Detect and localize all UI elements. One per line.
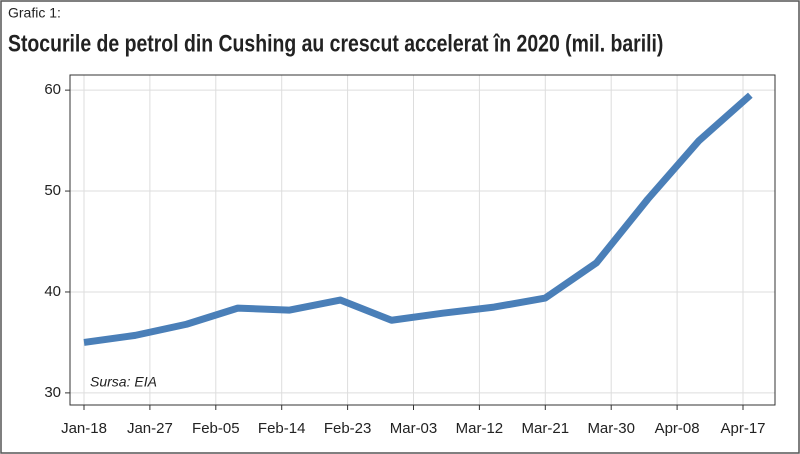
y-tick-label: 40: [44, 283, 61, 300]
plot-area: [69, 74, 776, 406]
x-tick-label: Mar-12: [456, 420, 504, 437]
x-tick-label: Mar-30: [587, 420, 635, 437]
x-tick-label: Jan-27: [127, 420, 173, 437]
y-tick-label: 30: [44, 384, 61, 401]
x-tick-label: Feb-14: [258, 420, 306, 437]
chart-kicker: Grafic 1:: [8, 5, 61, 21]
x-tick-label: Mar-21: [522, 420, 570, 437]
y-tick-label: 50: [44, 182, 61, 199]
x-tick-label: Feb-05: [192, 420, 240, 437]
x-tick-label: Apr-17: [720, 420, 765, 437]
x-tick-label: Apr-08: [655, 420, 700, 437]
chart-title: Stocurile de petrol din Cushing au cresc…: [8, 29, 663, 56]
x-tick-label: Mar-03: [390, 420, 438, 437]
source-note: Sursa: EIA: [90, 374, 157, 390]
x-tick-label: Feb-23: [324, 420, 372, 437]
data-line: [83, 92, 753, 346]
x-tick-label: Jan-18: [61, 420, 107, 437]
y-tick-label: 60: [44, 81, 61, 98]
